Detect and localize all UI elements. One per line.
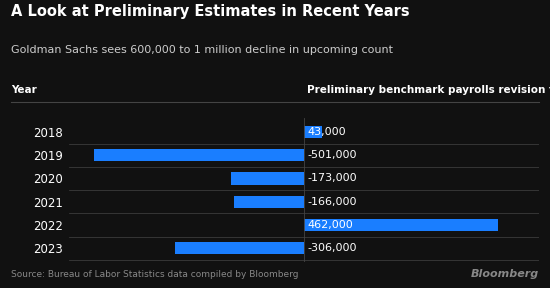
Text: -306,000: -306,000: [307, 243, 357, 253]
Text: Source: Bureau of Labor Statistics data compiled by Bloomberg: Source: Bureau of Labor Statistics data …: [11, 270, 299, 279]
Bar: [304, 126, 322, 138]
Text: A Look at Preliminary Estimates in Recent Years: A Look at Preliminary Estimates in Recen…: [11, 4, 410, 19]
Text: 462,000: 462,000: [307, 220, 353, 230]
Bar: [304, 219, 498, 231]
Text: -501,000: -501,000: [307, 150, 357, 160]
Text: 43,000: 43,000: [307, 127, 346, 137]
Text: -166,000: -166,000: [307, 197, 357, 207]
Text: Preliminary benchmark payrolls revision for March of that year: Preliminary benchmark payrolls revision …: [307, 85, 550, 95]
Text: Year: Year: [11, 85, 37, 95]
Bar: [175, 242, 304, 254]
Text: -173,000: -173,000: [307, 173, 357, 183]
Text: Bloomberg: Bloomberg: [471, 269, 539, 279]
Text: Goldman Sachs sees 600,000 to 1 million decline in upcoming count: Goldman Sachs sees 600,000 to 1 million …: [11, 45, 393, 55]
Bar: [94, 149, 304, 161]
Bar: [234, 196, 304, 208]
Bar: [231, 173, 304, 185]
